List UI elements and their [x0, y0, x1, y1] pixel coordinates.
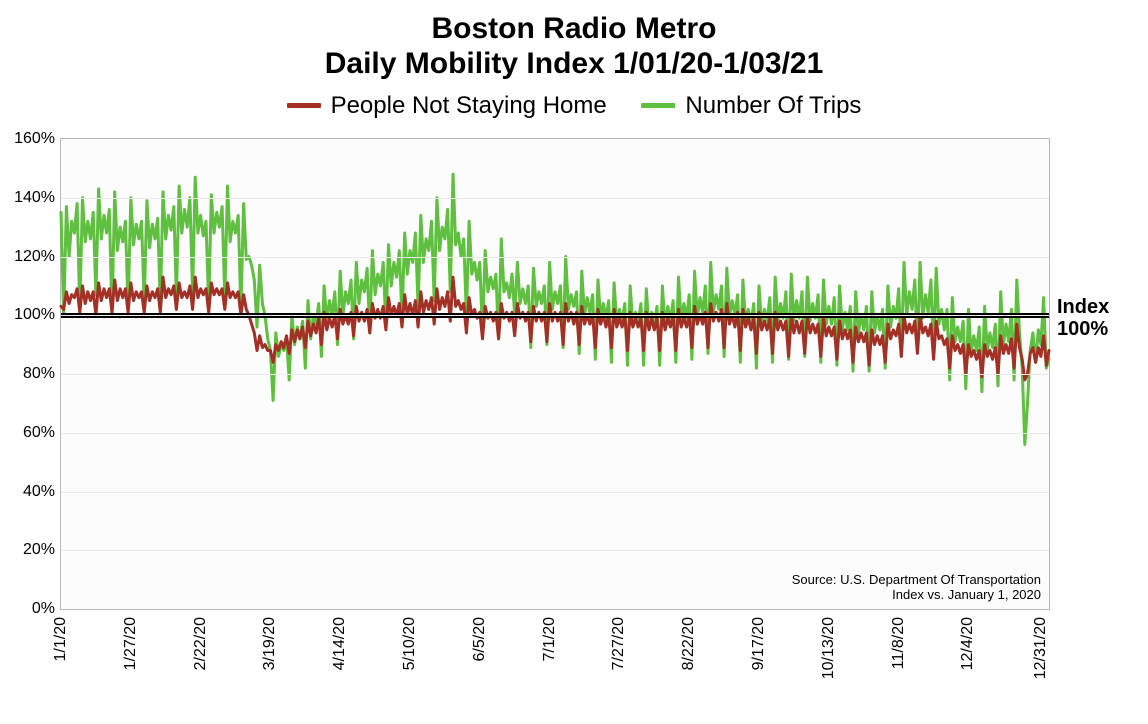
legend-item-not-home: People Not Staying Home	[287, 92, 607, 120]
chart-title-line-1: Boston Radio Metro	[0, 12, 1148, 47]
x-tick-label: 12/31/20	[1032, 617, 1050, 679]
gridline	[61, 374, 1049, 375]
x-tick-label: 1/1/20	[52, 617, 70, 661]
source-line-2: Index vs. January 1, 2020	[892, 587, 1041, 602]
gridline	[61, 257, 1049, 258]
y-tick-label: 140%	[14, 189, 55, 207]
legend-label-trips: Number Of Trips	[685, 92, 861, 120]
x-tick-label: 2/22/20	[192, 617, 210, 670]
chart-container: Boston Radio Metro Daily Mobility Index …	[0, 0, 1148, 724]
x-tick-label: 6/5/20	[471, 617, 489, 661]
y-tick-label: 80%	[23, 365, 55, 383]
x-tick-label: 12/4/20	[959, 617, 977, 670]
x-tick-label: 9/17/20	[750, 617, 768, 670]
x-tick-label: 7/27/20	[610, 617, 628, 670]
legend: People Not Staying Home Number Of Trips	[0, 87, 1148, 120]
legend-swatch-trips	[641, 103, 675, 108]
gridline	[61, 492, 1049, 493]
x-tick-label: 10/13/20	[820, 617, 838, 679]
gridline	[61, 315, 1049, 316]
ref-label-line-1: Index	[1057, 296, 1109, 318]
title-block: Boston Radio Metro Daily Mobility Index …	[0, 0, 1148, 81]
y-tick-label: 40%	[23, 483, 55, 501]
y-tick-label: 0%	[32, 600, 55, 618]
x-tick-label: 5/10/20	[401, 617, 419, 670]
y-tick-label: 120%	[14, 248, 55, 266]
plot-area: Index 100% Source: U.S. Department Of Tr…	[60, 138, 1050, 610]
legend-label-not-home: People Not Staying Home	[331, 92, 607, 120]
y-tick-label: 20%	[23, 541, 55, 559]
x-tick-label: 8/22/20	[680, 617, 698, 670]
x-tick-label: 11/8/20	[890, 617, 908, 669]
x-tick-label: 3/19/20	[261, 617, 279, 670]
index-reference-label: Index 100%	[1057, 296, 1109, 340]
x-tick-label: 7/1/20	[541, 617, 559, 661]
source-note: Source: U.S. Department Of Transportatio…	[792, 572, 1041, 603]
chart-title-line-2: Daily Mobility Index 1/01/20-1/03/21	[0, 47, 1148, 82]
legend-item-trips: Number Of Trips	[641, 92, 861, 120]
y-tick-label: 60%	[23, 424, 55, 442]
gridline	[61, 198, 1049, 199]
x-tick-label: 4/14/20	[331, 617, 349, 670]
legend-swatch-not-home	[287, 103, 321, 108]
y-tick-label: 160%	[14, 130, 55, 148]
source-line-1: Source: U.S. Department Of Transportatio…	[792, 572, 1041, 587]
ref-label-line-2: 100%	[1057, 318, 1108, 340]
x-tick-label: 1/27/20	[122, 617, 140, 670]
gridline	[61, 433, 1049, 434]
y-tick-label: 100%	[14, 306, 55, 324]
gridline	[61, 550, 1049, 551]
